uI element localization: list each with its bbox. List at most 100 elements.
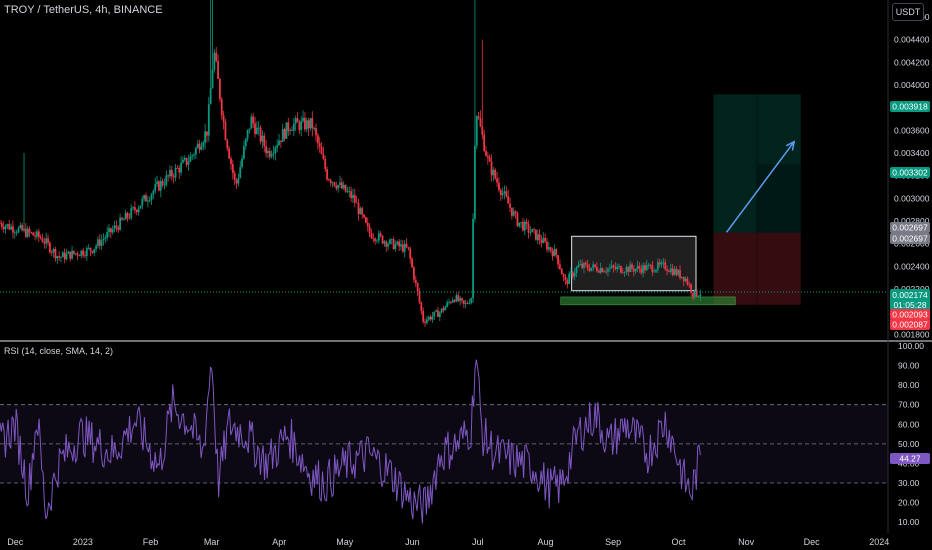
candle-body (226, 139, 229, 149)
candle-body (231, 164, 234, 173)
candle-body (449, 301, 452, 303)
candle-body (420, 302, 423, 311)
price-label-stop-2: 0.002087 (890, 319, 930, 330)
candle-body (477, 116, 480, 119)
time-tick-label: May (336, 537, 354, 547)
candle-body (438, 312, 441, 317)
rsi-axis[interactable]: 100.0090.0080.0070.0060.0050.0040.0030.0… (898, 341, 924, 527)
candle-body (161, 181, 164, 186)
candle-body (551, 250, 554, 257)
candle-body (379, 233, 382, 236)
candle-body (316, 135, 319, 144)
candle-body (693, 290, 696, 297)
time-axis[interactable]: Dec 2023 Feb Mar Apr May Jun Jul Aug Sep Oct Nov Dec… (7, 537, 889, 547)
candle-body (403, 243, 406, 252)
consolidation-box (571, 235, 697, 292)
currency-unit-button[interactable]: USDT (892, 3, 924, 21)
candle-body (505, 191, 508, 197)
candle-body (281, 129, 284, 142)
price-tick-label: 0.004000 (894, 80, 930, 90)
candle-body (684, 278, 687, 282)
rsi-legend[interactable]: RSI (14, close, SMA, 14, 2) (4, 346, 114, 356)
svg-text:0.002697: 0.002697 (892, 234, 928, 244)
candle-body (359, 208, 362, 215)
candle-body (237, 177, 240, 184)
candle-body (115, 225, 118, 228)
candle-body (568, 273, 571, 285)
candle-body (433, 311, 436, 317)
candle-body (174, 167, 177, 178)
candle-body (165, 175, 168, 185)
candle-body (625, 267, 628, 273)
price-tick-label: 0.004400 (894, 35, 930, 45)
candle-body (573, 273, 576, 277)
candle-body (632, 268, 635, 272)
candle-body (254, 123, 256, 134)
candle-body (666, 269, 669, 271)
candle-body (446, 302, 449, 307)
candle-body (509, 203, 511, 208)
candle-body (442, 308, 445, 311)
rsi-tick-label: 90.00 (898, 361, 920, 371)
candle-body (638, 265, 641, 269)
candle-body (289, 130, 292, 132)
candle-body (459, 298, 462, 301)
candle-body (427, 316, 430, 320)
candle-body (677, 269, 680, 275)
candle-body (47, 238, 49, 243)
candle-body (6, 224, 9, 227)
candle-body (63, 252, 66, 260)
candle-body (494, 169, 497, 179)
candle-body (425, 319, 428, 323)
symbol-legend[interactable]: TROY / TetherUS, 4h, BINANCE (4, 4, 163, 16)
candle-body (527, 224, 530, 233)
candle-body (385, 241, 388, 247)
candle-body (348, 191, 351, 193)
candle-body (279, 140, 282, 142)
candle-body (344, 184, 347, 192)
candle-body (503, 191, 506, 194)
candle-body (111, 229, 114, 233)
candle-body (178, 167, 181, 173)
rsi-tick-label: 70.00 (898, 400, 920, 410)
candle-body (219, 78, 221, 100)
candle-body (193, 154, 195, 156)
price-tick-label: 0.003000 (894, 193, 930, 203)
candle-body (437, 310, 439, 317)
candle-body (488, 157, 491, 162)
candle-body (363, 214, 365, 218)
candle-body (492, 169, 495, 176)
price-tick-label: 0.004200 (894, 57, 930, 67)
drawing-layer[interactable] (560, 94, 801, 306)
candle-body (398, 241, 401, 247)
candle-body (522, 221, 524, 231)
candle-body (300, 120, 303, 131)
price-tick-label: 0.003400 (894, 148, 930, 158)
candle-body (634, 268, 637, 272)
price-tick-label: 0.002400 (894, 261, 930, 271)
candle-body (36, 231, 38, 237)
candle-body (60, 257, 62, 258)
candle-body (350, 191, 353, 199)
candle-body (292, 123, 295, 131)
candle-body (668, 270, 670, 273)
candle-body (699, 294, 702, 297)
candle-body (93, 248, 96, 253)
candle-body (302, 117, 304, 121)
candle-body (305, 120, 308, 130)
candle-body (56, 256, 59, 259)
candle-body (298, 122, 301, 131)
candle-body (499, 190, 502, 196)
candle-body (39, 237, 42, 239)
candle-body (525, 221, 528, 225)
candle-body (104, 237, 107, 239)
candle-body (653, 271, 656, 273)
candle-body (577, 264, 580, 268)
candle-body (368, 226, 371, 234)
candle-body (644, 265, 646, 271)
time-tick-label: Nov (738, 537, 755, 547)
candle-body (474, 145, 476, 219)
candle-body (85, 248, 88, 256)
candle-body (642, 265, 644, 273)
